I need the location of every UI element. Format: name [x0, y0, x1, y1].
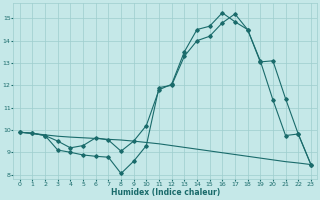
- X-axis label: Humidex (Indice chaleur): Humidex (Indice chaleur): [111, 188, 220, 197]
